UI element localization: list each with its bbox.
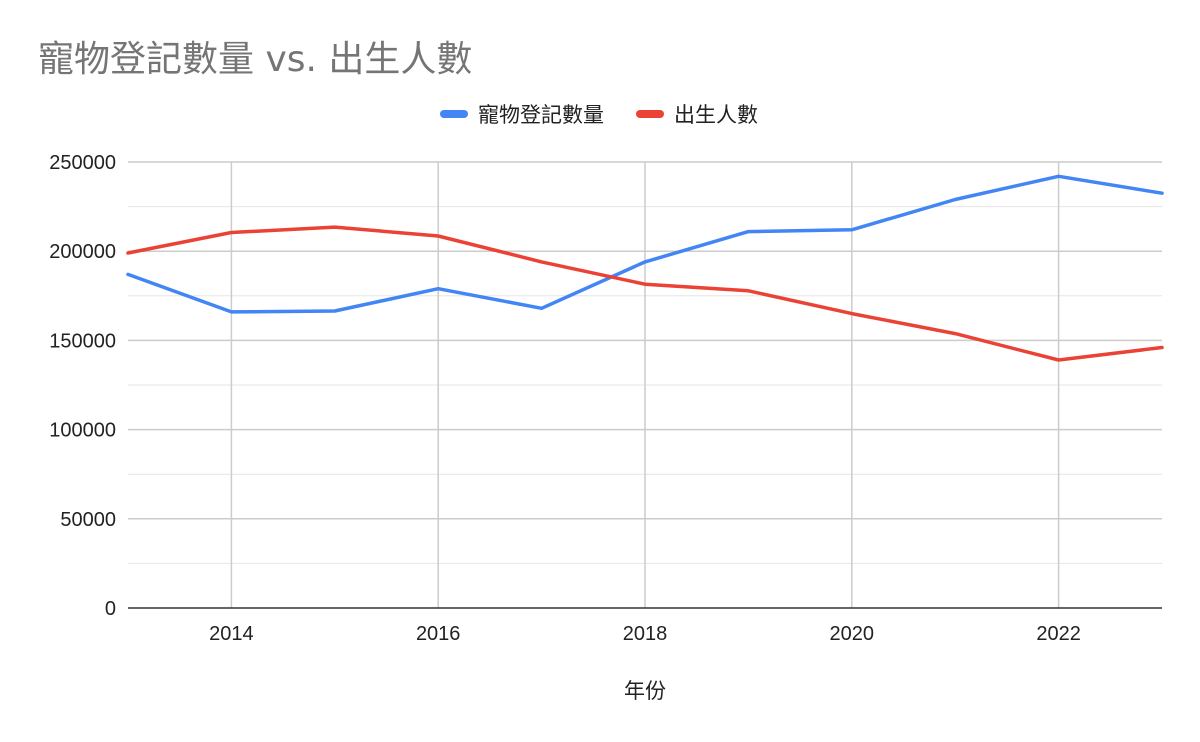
y-tick-label: 250000 bbox=[49, 152, 116, 174]
y-tick-label: 200000 bbox=[49, 241, 116, 263]
series-lines bbox=[126, 174, 1164, 362]
y-tick-label: 50000 bbox=[60, 509, 116, 531]
x-tick-label: 2022 bbox=[1036, 623, 1081, 645]
legend-label-1: 寵物登記數量 bbox=[478, 103, 604, 127]
series-line-1 bbox=[126, 174, 1164, 314]
x-tick-label: 2016 bbox=[416, 623, 461, 645]
y-tick-label: 150000 bbox=[49, 330, 116, 352]
y-tick-label: 100000 bbox=[49, 420, 116, 442]
x-tick-label: 2020 bbox=[830, 623, 875, 645]
x-tick-label: 2014 bbox=[209, 623, 254, 645]
x-axis-title: 年份 bbox=[624, 679, 666, 703]
axes: 0 50000 100000 150000 200000 250000 2014 2016 20… bbox=[49, 152, 1162, 703]
series-line-2 bbox=[126, 225, 1164, 362]
chart-title: 寵物登記數量 vs. 出生人數 bbox=[38, 39, 473, 80]
y-tick-label: 0 bbox=[105, 598, 116, 620]
legend: 寵物登記數量 出生人數 bbox=[440, 103, 758, 127]
legend-label-2: 出生人數 bbox=[674, 103, 758, 127]
x-tick-label: 2018 bbox=[623, 623, 668, 645]
grid-lines bbox=[128, 161, 1162, 608]
legend-swatch-1 bbox=[440, 110, 468, 118]
legend-swatch-2 bbox=[636, 110, 664, 118]
